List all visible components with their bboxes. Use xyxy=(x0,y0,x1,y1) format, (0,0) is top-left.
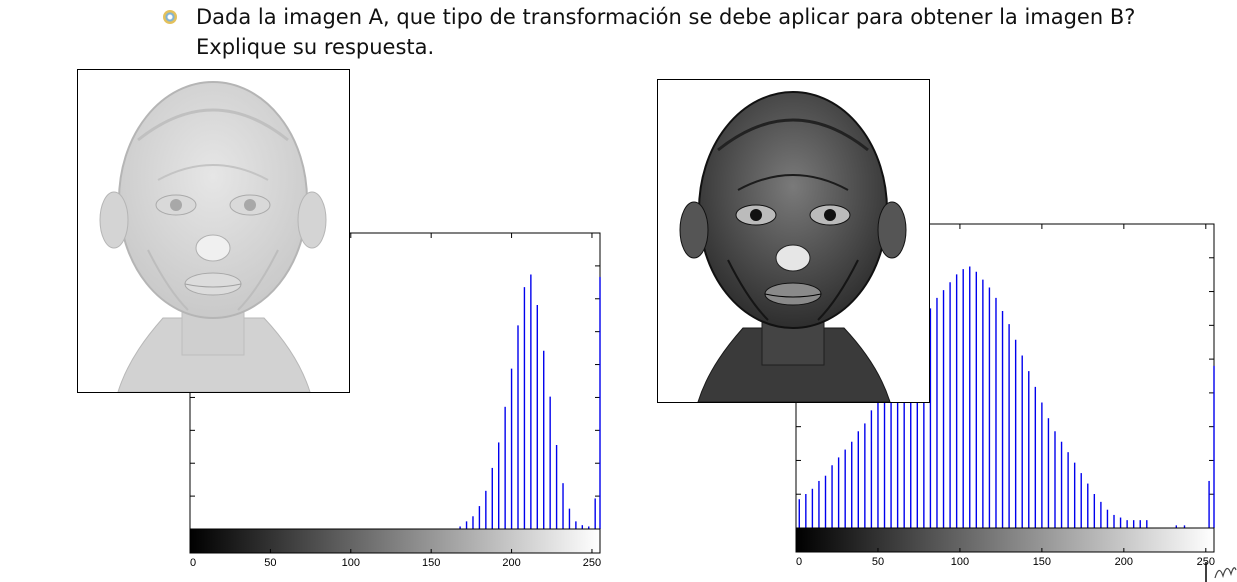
grayscale-colorbar xyxy=(189,528,601,554)
head-illustration-a xyxy=(99,81,327,393)
question-line-2: Explique su respuesta. xyxy=(196,35,435,59)
x-tick-label: 50 xyxy=(872,556,884,568)
grayscale-colorbar xyxy=(795,527,1215,553)
x-tick-label: 250 xyxy=(583,557,601,569)
x-tick-label: 100 xyxy=(342,557,360,569)
x-tick-label: 0 xyxy=(190,557,196,569)
x-tick-label: 50 xyxy=(264,557,276,569)
x-tick-label: 150 xyxy=(422,557,440,569)
x-tick-label: 200 xyxy=(1115,556,1133,568)
question-line-1: Dada la imagen A, que tipo de transforma… xyxy=(196,5,1136,29)
x-tick-label: 150 xyxy=(1033,556,1051,568)
x-tick-label: 100 xyxy=(951,556,969,568)
signature-mark xyxy=(1205,562,1237,582)
x-tick-label: 200 xyxy=(502,557,520,569)
question-text: Dada la imagen A, que tipo de transforma… xyxy=(196,2,1196,62)
image-b xyxy=(657,79,930,403)
bullet-icon xyxy=(163,10,177,24)
head-illustration-b xyxy=(679,91,907,403)
x-tick-label: 0 xyxy=(796,556,802,568)
image-a xyxy=(77,69,350,393)
